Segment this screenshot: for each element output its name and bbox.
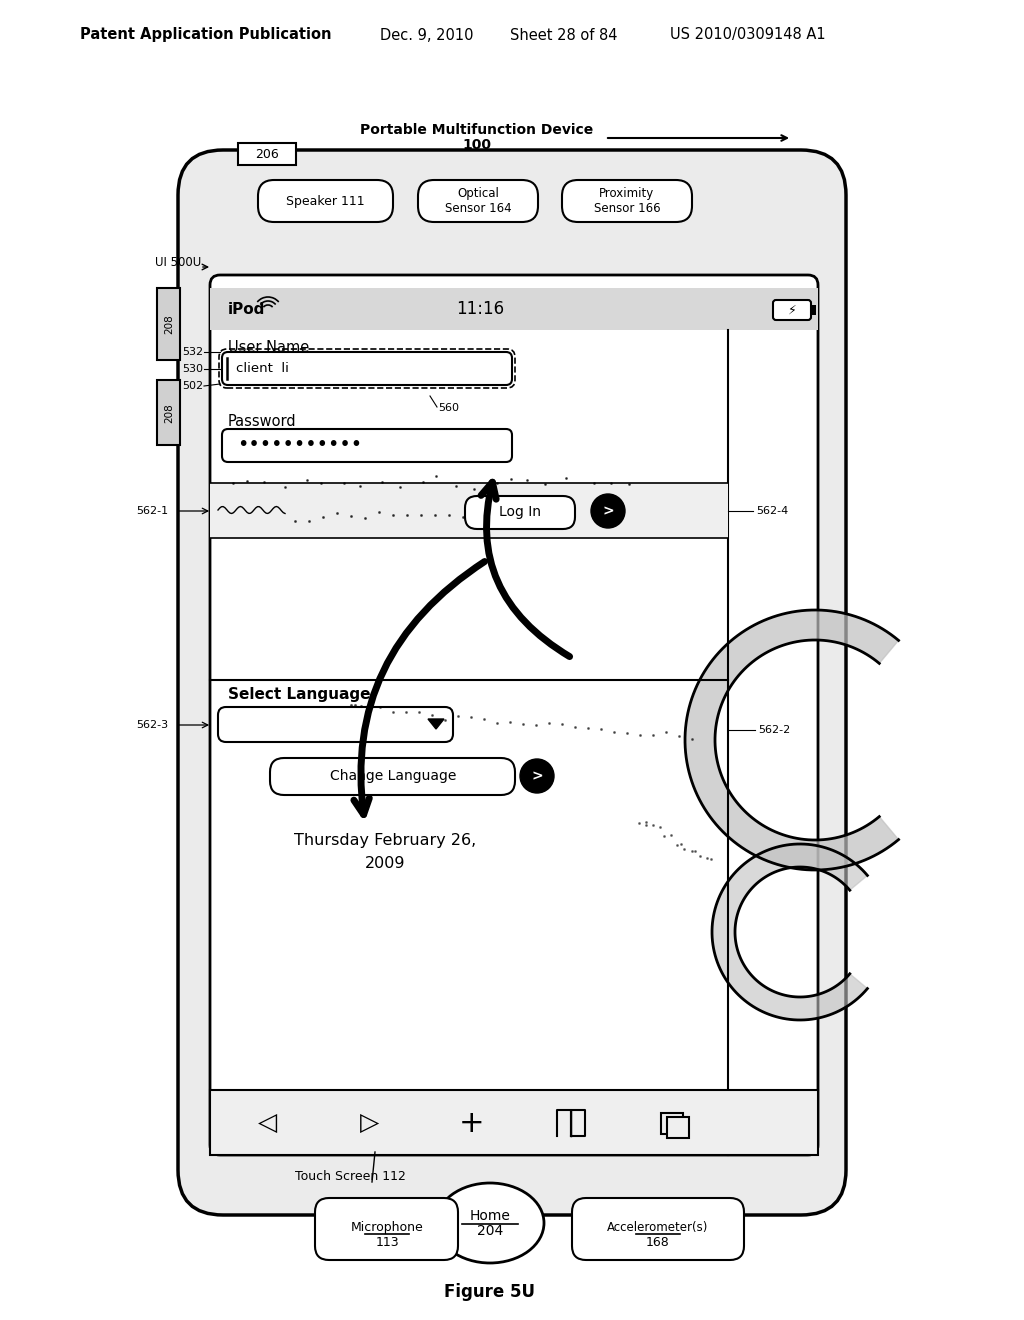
Text: Patent Application Publication: Patent Application Publication — [80, 28, 332, 42]
Text: UI 500U: UI 500U — [155, 256, 201, 268]
Text: +: + — [459, 1109, 484, 1138]
FancyBboxPatch shape — [258, 180, 393, 222]
Circle shape — [591, 494, 625, 528]
Text: Microphone: Microphone — [350, 1221, 423, 1233]
Text: Speaker 111: Speaker 111 — [286, 194, 365, 207]
FancyBboxPatch shape — [222, 429, 512, 462]
Text: Password: Password — [228, 414, 297, 429]
Bar — [662, 1113, 683, 1134]
Text: Thursday February 26,
2009: Thursday February 26, 2009 — [294, 833, 476, 871]
Text: >: > — [531, 770, 543, 783]
FancyBboxPatch shape — [210, 275, 818, 1155]
FancyBboxPatch shape — [562, 180, 692, 222]
Text: Proximity
Sensor 166: Proximity Sensor 166 — [594, 186, 660, 215]
Text: 204: 204 — [477, 1224, 503, 1238]
Polygon shape — [712, 843, 867, 1020]
Text: 206: 206 — [255, 148, 279, 161]
Text: 208: 208 — [164, 314, 174, 334]
Text: 562-1: 562-1 — [136, 506, 168, 516]
Bar — [157, 380, 180, 445]
Text: Dec. 9, 2010: Dec. 9, 2010 — [380, 28, 473, 42]
FancyBboxPatch shape — [218, 708, 453, 742]
Text: 113: 113 — [375, 1236, 398, 1249]
Text: ▷: ▷ — [360, 1111, 380, 1135]
Text: 168: 168 — [646, 1236, 670, 1249]
Text: 208: 208 — [164, 403, 174, 422]
Text: US 2010/0309148 A1: US 2010/0309148 A1 — [670, 28, 825, 42]
Bar — [157, 288, 180, 360]
Text: 562-4: 562-4 — [756, 506, 788, 516]
Text: 560: 560 — [438, 403, 459, 413]
Text: >: > — [602, 504, 613, 517]
Text: 532: 532 — [182, 347, 203, 356]
FancyBboxPatch shape — [773, 300, 811, 319]
Text: ◁: ◁ — [258, 1111, 278, 1135]
Bar — [210, 1090, 818, 1155]
Polygon shape — [428, 719, 444, 729]
Text: iPod: iPod — [228, 301, 265, 317]
FancyBboxPatch shape — [315, 1199, 458, 1261]
Bar — [210, 483, 728, 539]
Text: Figure 5U: Figure 5U — [444, 1283, 536, 1302]
Ellipse shape — [436, 1183, 544, 1263]
Text: Touch Screen 112: Touch Screen 112 — [295, 1171, 406, 1184]
FancyArrowPatch shape — [354, 561, 484, 814]
Text: 100: 100 — [463, 139, 492, 152]
Text: 530: 530 — [182, 364, 203, 374]
FancyBboxPatch shape — [572, 1199, 744, 1261]
Text: Log In: Log In — [499, 506, 541, 519]
Bar — [210, 288, 818, 330]
Circle shape — [520, 759, 554, 793]
Polygon shape — [685, 610, 899, 870]
FancyBboxPatch shape — [465, 496, 575, 529]
Text: 562-3: 562-3 — [136, 719, 168, 730]
Text: 562-2: 562-2 — [758, 725, 791, 735]
Text: Home: Home — [470, 1209, 510, 1224]
FancyArrowPatch shape — [481, 482, 569, 656]
Text: Sheet 28 of 84: Sheet 28 of 84 — [510, 28, 617, 42]
Bar — [238, 143, 296, 165]
FancyBboxPatch shape — [418, 180, 538, 222]
Text: Optical
Sensor 164: Optical Sensor 164 — [444, 186, 511, 215]
Text: Change Language: Change Language — [330, 770, 456, 783]
Text: client  li: client li — [236, 362, 289, 375]
Text: Portable Multifunction Device: Portable Multifunction Device — [360, 123, 594, 137]
Text: 11:16: 11:16 — [456, 300, 504, 318]
FancyBboxPatch shape — [178, 150, 846, 1214]
FancyBboxPatch shape — [222, 352, 512, 385]
Text: Accelerometer(s): Accelerometer(s) — [607, 1221, 709, 1233]
Bar — [811, 305, 816, 315]
Text: Select Language: Select Language — [228, 688, 371, 702]
Text: 502: 502 — [182, 381, 203, 391]
Text: ⚡: ⚡ — [787, 304, 797, 317]
Bar — [667, 1117, 689, 1138]
FancyBboxPatch shape — [270, 758, 515, 795]
Text: User Name: User Name — [228, 339, 309, 355]
Text: •••••••••••: ••••••••••• — [237, 436, 362, 454]
